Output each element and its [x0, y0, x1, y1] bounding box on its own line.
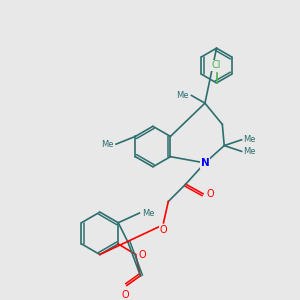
Text: Me: Me [142, 208, 155, 217]
Text: O: O [207, 189, 214, 199]
Text: Me: Me [244, 147, 256, 156]
Text: Me: Me [176, 91, 189, 100]
Text: N: N [201, 158, 209, 168]
Text: O: O [160, 225, 167, 235]
Text: Cl: Cl [212, 60, 221, 70]
Text: Me: Me [244, 135, 256, 144]
Text: O: O [139, 250, 146, 260]
Text: Me: Me [101, 140, 113, 148]
Text: O: O [121, 290, 129, 300]
